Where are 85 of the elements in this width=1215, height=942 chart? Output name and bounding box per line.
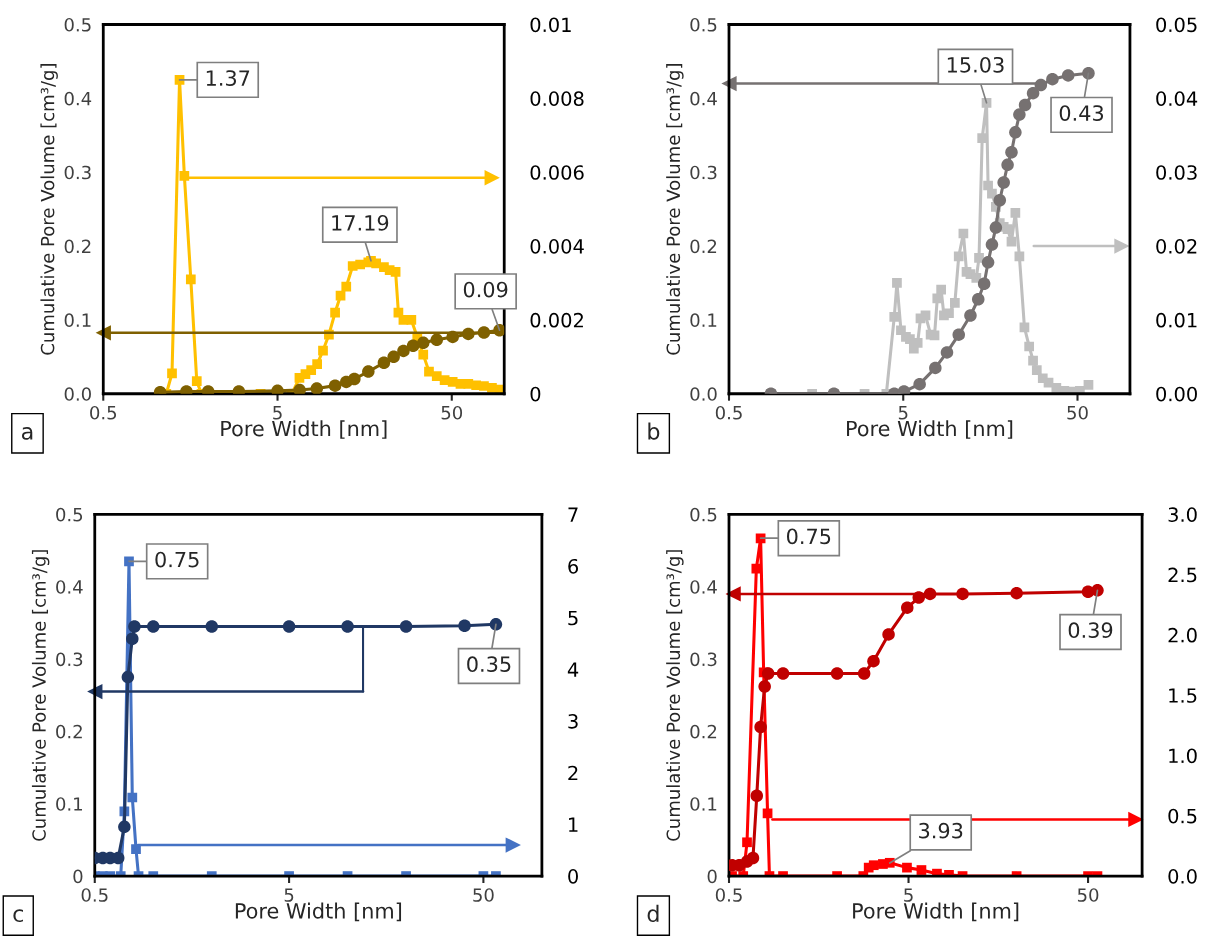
y2-tick-label: 2.0 <box>1168 627 1197 643</box>
x-axis-title: Pore Width [nm] <box>235 902 402 922</box>
y-tick-label: 0.2 <box>690 239 717 254</box>
y-tick-label: 0.4 <box>690 91 717 106</box>
x-tick-label: 50 <box>473 888 494 902</box>
y-tick-label: 0.1 <box>690 313 717 328</box>
y-tick-label: 0.2 <box>64 239 91 254</box>
y2-tick-label: 0 <box>530 386 541 402</box>
x-tick-label: 5 <box>898 406 908 420</box>
annotation: 0.75 <box>786 528 831 545</box>
y2-tick-label: 0.002 <box>530 312 583 328</box>
y-tick-label: 0.3 <box>64 165 91 180</box>
y2-tick-label: 4 <box>567 662 579 677</box>
y2-tick-label: 1 <box>569 817 578 832</box>
text: b <box>648 422 660 440</box>
y2-tick-label: 0.04 <box>1156 91 1198 107</box>
y2-tick-label: 0.5 <box>1168 808 1197 824</box>
annotation: 0.43 <box>1059 105 1104 121</box>
y-tick-label: 0.1 <box>64 313 91 328</box>
y-tick-label: 0.5 <box>690 507 717 522</box>
y-tick-label: 0 <box>707 869 717 884</box>
y-tick-label: 0.0 <box>64 387 91 401</box>
x-tick-label: 5 <box>273 406 282 420</box>
y-axis-title: Cumulative Pore Volume [cm³/g] <box>40 64 58 355</box>
annotation: 0.75 <box>155 551 199 568</box>
y-tick-label: 0.4 <box>56 580 83 594</box>
y2-tick-label: 0.0 <box>1168 869 1197 884</box>
y-axis-title: Cumulative Pore Volume [cm³/g] <box>31 550 50 841</box>
y2-tick-label: 0.03 <box>1156 165 1197 180</box>
y2-tick-label: 0.01 <box>530 17 571 33</box>
y-tick-label: 0.4 <box>690 580 717 594</box>
y-tick-label: 0.2 <box>56 724 82 739</box>
y2-tick-label: 0.004 <box>530 239 584 254</box>
x-tick-label: 50 <box>1067 405 1088 420</box>
y2-tick-label: 0.006 <box>530 165 584 180</box>
annotation: 0.09 <box>463 281 508 298</box>
y2-tick-label: 2.5 <box>1168 567 1197 583</box>
x-tick-label: 50 <box>441 405 463 420</box>
x-tick-label: 50 <box>1077 888 1099 902</box>
x-axis-title: Pore Width [nm] <box>853 902 1019 922</box>
y2-tick-label: 0.02 <box>1156 239 1197 254</box>
y2-tick-label: 0.00 <box>1156 386 1197 402</box>
y-tick-label: 0.4 <box>64 91 92 106</box>
y-tick-label: 0.1 <box>56 797 82 811</box>
y2-tick-label: 1.0 <box>1169 748 1197 764</box>
y-tick-label: 0.3 <box>690 165 717 180</box>
y-tick-label: 0 <box>73 869 83 884</box>
annotation: 17.19 <box>332 215 389 231</box>
text: d <box>647 904 659 923</box>
y2-tick-label: 0 <box>568 869 578 884</box>
y-axis-title: Cumulative Pore Volume [cm³/g] <box>666 550 684 841</box>
y-tick-label: 0.0 <box>690 387 717 401</box>
y2-tick-label: 5 <box>568 610 578 626</box>
y-tick-label: 0.2 <box>690 724 717 739</box>
x-axis-title: Pore Width [nm] <box>221 420 387 439</box>
annotation: 0.39 <box>1068 622 1113 639</box>
y-axis-title: Cumulative Pore Volume [cm³/g] <box>666 64 684 355</box>
y2-tick-label: 0.01 <box>1156 312 1197 328</box>
y2-tick-label: 0.008 <box>530 91 584 107</box>
x-axis-title: Pore Width [nm] <box>847 420 1013 439</box>
y2-tick-label: 7 <box>568 507 578 522</box>
y-tick-label: 0.5 <box>64 17 91 32</box>
y2-tick-label: 2 <box>568 765 578 781</box>
y2-tick-label: 3 <box>568 713 578 729</box>
y2-tick-label: 1.5 <box>1169 688 1197 703</box>
annotation: 0.35 <box>467 656 511 673</box>
annotation: 15.03 <box>947 56 1004 73</box>
y2-tick-label: 3.0 <box>1168 507 1197 522</box>
y-tick-label: 0.5 <box>690 17 717 32</box>
x-tick-label: 0.5 <box>90 405 117 420</box>
x-tick-label: 0.5 <box>715 405 742 420</box>
y-tick-label: 0.3 <box>56 652 83 667</box>
y2-tick-label: 0.05 <box>1156 17 1197 33</box>
text: a <box>21 427 33 440</box>
annotation: 1.37 <box>206 70 250 86</box>
x-tick-label: 0.5 <box>715 888 742 902</box>
y-tick-label: 0.5 <box>56 507 83 522</box>
y-tick-label: 0.1 <box>690 797 717 811</box>
annotation: 3.93 <box>919 822 963 839</box>
y-tick-label: 0.3 <box>690 652 717 667</box>
x-tick-label: 5 <box>904 888 913 902</box>
text: c <box>13 909 23 923</box>
x-tick-label: 0.5 <box>81 888 108 902</box>
y2-tick-label: 6 <box>568 558 579 574</box>
x-tick-label: 5 <box>284 888 294 902</box>
